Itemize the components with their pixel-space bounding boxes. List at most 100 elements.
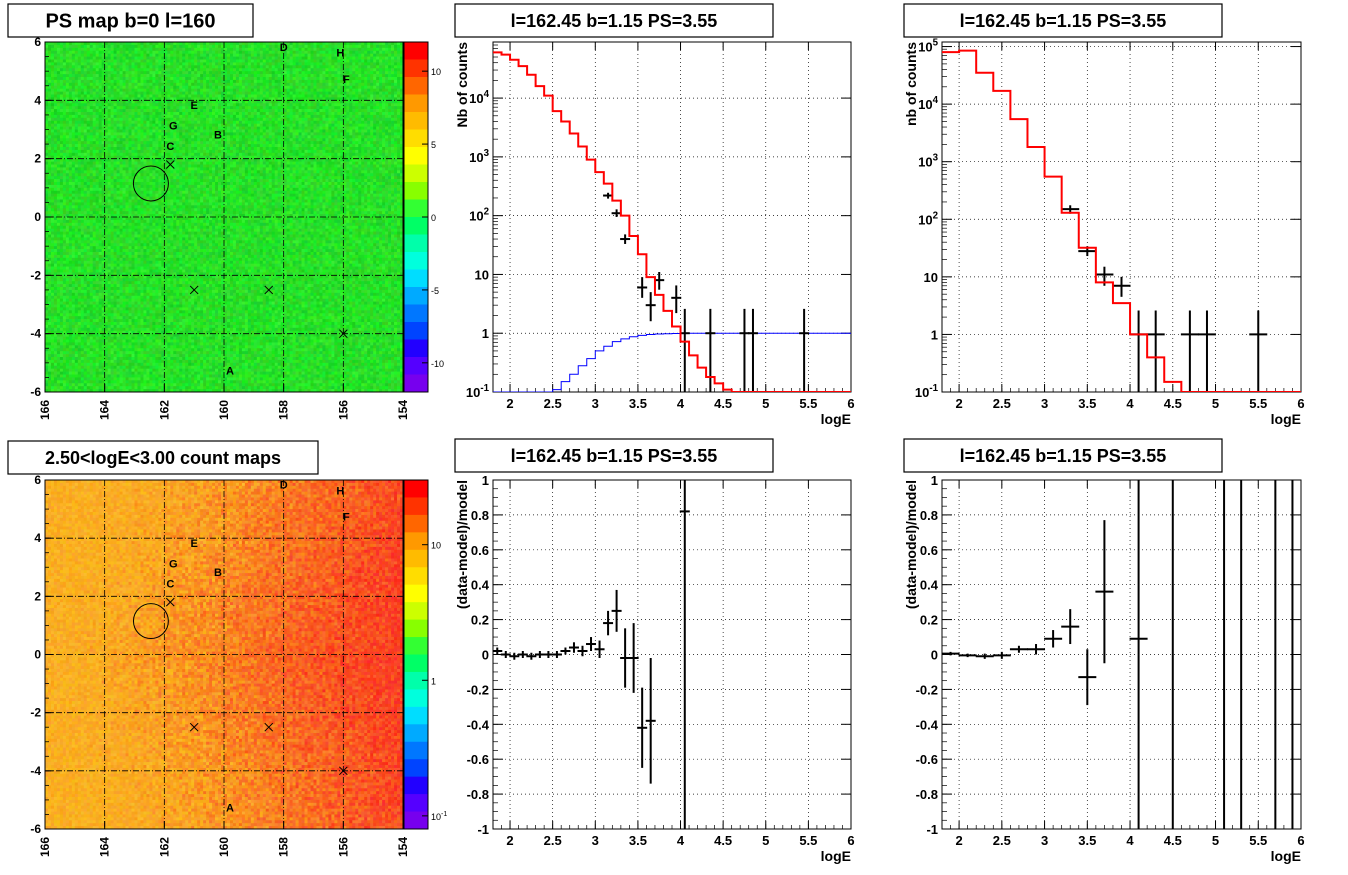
count-map-x-tick-label: 156: [336, 837, 350, 857]
spectrum-coarse-title: l=162.45 b=1.15 PS=3.55: [960, 11, 1167, 31]
ps-map-colorbar-segment: [404, 165, 428, 183]
ps-map-x-tick-label: 154: [396, 400, 410, 420]
residual-coarse-y-tick-label: 1: [931, 473, 938, 488]
spectrum-fine-x-tick-label: 4: [677, 396, 685, 411]
ps-map-colorbar-label: 5: [431, 140, 436, 150]
count-map-colorbar-label: 10-1: [431, 811, 447, 822]
residual-fine-xlabel: logE: [821, 848, 851, 864]
spectrum-coarse-y-tick-label: 105: [918, 38, 938, 55]
count-map-source-label: C: [166, 579, 174, 591]
count-map-colorbar-segment: [404, 812, 428, 830]
spectrum-fine-x-tick-label: 2.5: [544, 396, 562, 411]
ps-map-source-label: G: [169, 121, 178, 133]
ps-map-y-tick-label: 4: [34, 93, 41, 107]
ps-map-colorbar-label: -5: [431, 286, 439, 296]
ps-map-y-tick-label: -4: [30, 327, 41, 341]
ps-map-source-label: B: [214, 129, 222, 141]
residual-coarse-x-tick-label: 2: [955, 833, 962, 848]
residual-coarse-x-tick-label: 4: [1126, 833, 1134, 848]
spectrum-coarse-ylabel: nb of counts: [903, 42, 919, 126]
ps-map-colorbar-segment: [404, 112, 428, 130]
ps-map-x-tick-label: 164: [98, 400, 112, 420]
ps-map-x-tick-label: 162: [157, 400, 171, 420]
spectrum-coarse-x-tick-label: 2: [955, 396, 962, 411]
spectrum-fine-plot-area: [493, 42, 851, 392]
residual-fine-x-tick-label: 2.5: [544, 833, 562, 848]
ps-map-colorbar-segment: [404, 182, 428, 200]
ps-map-y-tick-label: 2: [34, 152, 41, 166]
residual-fine-x-tick-label: 2: [506, 833, 513, 848]
ps-map-colorbar-segment: [404, 217, 428, 235]
count-map-colorbar-segment: [404, 655, 428, 673]
residual-fine-y-tick-label: 1: [482, 473, 489, 488]
ps-map-source-label: C: [166, 141, 174, 153]
count-map-colorbar-segment: [404, 672, 428, 690]
spectrum-coarse-plot-area: [942, 42, 1301, 392]
residual-fine-x-tick-label: 4.5: [714, 833, 732, 848]
spectrum-fine-y-tick-label: 102: [469, 207, 489, 224]
residual-coarse-y-tick-label: 0: [931, 648, 938, 663]
ps-map-source-label: A: [226, 366, 234, 378]
residual-fine-y-tick-label: 0.2: [471, 613, 489, 628]
count-map-y-tick-label: 2: [34, 589, 41, 603]
count-map-colorbar-segment: [404, 497, 428, 515]
count-map-y-tick-label: 6: [34, 473, 41, 487]
spectrum-coarse-x-tick-label: 3.5: [1078, 396, 1096, 411]
count-map-source-label: B: [214, 567, 222, 579]
count-map-x-tick-label: 164: [98, 837, 112, 857]
spectrum-fine-title: l=162.45 b=1.15 PS=3.55: [511, 11, 718, 31]
count-map-colorbar-label: 1: [431, 676, 436, 686]
residual-coarse-y-tick-label: 0.4: [920, 578, 939, 593]
ps-map-x-tick-label: 166: [38, 400, 52, 420]
ps-map-x-tick-label: 158: [277, 400, 291, 420]
spectrum-coarse-x-tick-label: 3: [1041, 396, 1048, 411]
residual-coarse-y-tick-label: -0.2: [916, 682, 938, 697]
ps-map-x-tick-label: 156: [336, 400, 350, 420]
spectrum-coarse-y-tick-label: 102: [918, 210, 938, 227]
residual-coarse-x-tick-label: 2.5: [993, 833, 1011, 848]
count-map-colorbar-segment: [404, 689, 428, 707]
count-map-x-tick-label: 166: [38, 837, 52, 857]
spectrum-coarse-y-tick-label: 1: [931, 327, 938, 342]
count-map-colorbar-segment: [404, 724, 428, 742]
residual-coarse-x-tick-label: 3: [1041, 833, 1048, 848]
residual-fine-x-tick-label: 3.5: [629, 833, 647, 848]
spectrum-coarse-x-tick-label: 6: [1297, 396, 1304, 411]
residual-coarse-x-tick-label: 6: [1297, 833, 1304, 848]
residual-coarse-xlabel: logE: [1271, 848, 1301, 864]
count-map-x-tick-label: 154: [396, 837, 410, 857]
residual-coarse-title: l=162.45 b=1.15 PS=3.55: [960, 446, 1167, 466]
count-map-x-tick-label: 158: [277, 837, 291, 857]
residual-fine-y-tick-label: -0.6: [467, 752, 489, 767]
count-map-colorbar-segment: [404, 550, 428, 568]
spectrum-fine-x-tick-label: 6: [847, 396, 854, 411]
ps-map-x-tick-label: 160: [217, 400, 231, 420]
residual-fine-x-tick-label: 5.5: [799, 833, 817, 848]
ps-map-title: PS map b=0 l=160: [45, 11, 215, 33]
count-map-colorbar-segment: [404, 759, 428, 777]
ps-map-colorbar-segment: [404, 60, 428, 78]
spectrum-coarse-y-tick-label: 104: [918, 95, 938, 112]
residual-fine-x-tick-label: 3: [592, 833, 599, 848]
residual-coarse-y-tick-label: 0.2: [920, 613, 938, 628]
spectrum-fine-ylabel: Nb of counts: [454, 42, 470, 128]
count-map-source-label: E: [190, 538, 197, 550]
residual-coarse-y-tick-label: 0.8: [920, 508, 938, 523]
ps-map-colorbar-label: 10: [431, 67, 441, 77]
count-map-y-tick-label: 4: [34, 531, 41, 545]
count-map-colorbar-segment: [404, 515, 428, 533]
count-map-title: 2.50<logE<3.00 count maps: [45, 448, 281, 468]
residual-coarse-y-tick-label: -0.8: [916, 787, 938, 802]
count-map-y-tick-label: -6: [30, 822, 41, 836]
spectrum-coarse-x-tick-label: 4.5: [1164, 396, 1182, 411]
residual-coarse-x-tick-label: 3.5: [1078, 833, 1096, 848]
residual-coarse-y-tick-label: -0.4: [916, 717, 939, 732]
residual-coarse-ylabel: (data-model)/model: [903, 480, 919, 609]
ps-map-colorbar-segment: [404, 77, 428, 95]
count-map-colorbar-segment: [404, 707, 428, 725]
spectrum-coarse-y-tick-label: 10-1: [915, 383, 939, 400]
count-map-y-tick-label: 0: [34, 648, 41, 662]
residual-coarse-y-tick-label: -0.6: [916, 752, 938, 767]
residual-fine-x-tick-label: 6: [847, 833, 854, 848]
